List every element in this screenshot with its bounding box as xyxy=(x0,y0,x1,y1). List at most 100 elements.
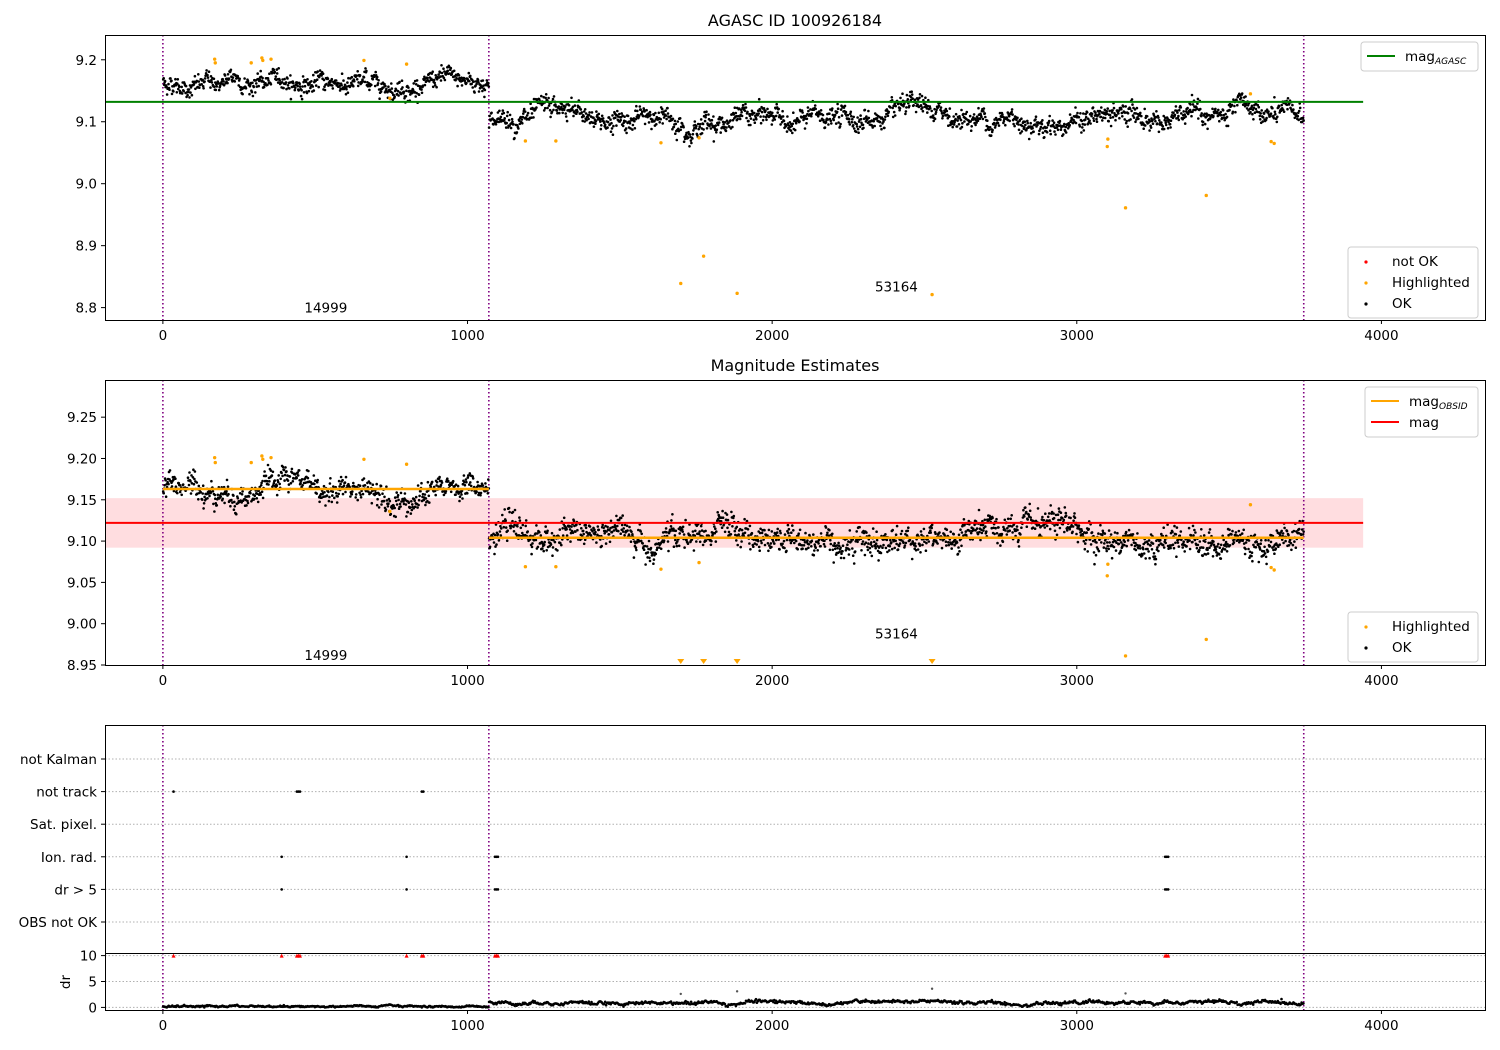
ok-point xyxy=(294,473,297,476)
ok-point xyxy=(1087,527,1090,531)
ok-point xyxy=(720,116,724,120)
ok-point xyxy=(939,106,943,109)
ok-point xyxy=(1151,122,1155,125)
ok-point xyxy=(890,96,894,99)
ok-point xyxy=(203,77,207,80)
ok-point xyxy=(1286,107,1289,111)
ok-point xyxy=(1265,562,1268,566)
ok-point xyxy=(1135,106,1139,110)
ok-point xyxy=(697,127,700,131)
ok-point xyxy=(1206,552,1210,555)
ok-point xyxy=(1212,540,1215,543)
ok-point xyxy=(839,122,842,126)
ok-point xyxy=(1205,112,1208,115)
ok-point xyxy=(852,127,856,130)
ok-point xyxy=(788,121,792,124)
ok-point xyxy=(403,492,407,495)
ok-point xyxy=(952,115,955,118)
ok-point xyxy=(1004,123,1007,127)
ok-point xyxy=(921,106,924,109)
ok-point xyxy=(644,563,647,566)
ok-point xyxy=(801,547,804,550)
ok-point xyxy=(839,546,842,549)
ok-point xyxy=(1084,542,1087,545)
ok-point xyxy=(621,514,624,517)
ok-point xyxy=(720,526,724,529)
ok-point xyxy=(995,532,999,535)
ok-point xyxy=(856,127,860,131)
ok-point xyxy=(414,495,418,499)
ok-point xyxy=(633,119,636,123)
ok-point xyxy=(1216,110,1219,114)
ok-point xyxy=(1108,541,1111,544)
ok-point xyxy=(529,102,532,105)
ok-point xyxy=(511,510,515,514)
ok-point xyxy=(249,491,252,495)
ok-point xyxy=(197,484,201,488)
ok-point xyxy=(1041,515,1044,519)
ok-point xyxy=(694,126,698,130)
ok-point xyxy=(608,540,612,544)
ok-point xyxy=(1157,130,1161,134)
ok-point xyxy=(827,123,830,126)
ok-point xyxy=(1012,122,1015,126)
ok-point xyxy=(1117,112,1120,115)
obsid-label: 53164 xyxy=(875,627,918,643)
ok-point xyxy=(887,110,891,114)
ok-point xyxy=(836,546,839,550)
ok-point xyxy=(507,506,511,510)
ok-point xyxy=(806,106,810,109)
out-of-range-marker xyxy=(928,659,936,664)
ok-point xyxy=(983,518,987,522)
ok-point xyxy=(256,72,260,75)
ok-point xyxy=(810,545,813,548)
ok-point xyxy=(443,78,447,82)
ok-point xyxy=(236,496,240,500)
ok-point xyxy=(334,491,338,495)
ok-point xyxy=(1266,550,1270,553)
ok-point xyxy=(755,543,758,546)
ok-point xyxy=(695,540,698,543)
ok-point xyxy=(266,463,270,467)
ok-point xyxy=(1155,110,1158,113)
ok-point xyxy=(1110,556,1114,560)
ok-point xyxy=(802,544,806,547)
ok-point xyxy=(1258,114,1262,118)
ok-point xyxy=(1257,542,1260,546)
ok-point xyxy=(654,552,658,556)
ok-point xyxy=(511,120,514,124)
ok-point xyxy=(797,532,800,535)
ok-point xyxy=(600,544,603,548)
ok-point xyxy=(651,551,655,554)
ok-point xyxy=(1148,556,1151,560)
ok-point xyxy=(331,490,335,494)
ok-point xyxy=(382,86,385,89)
ok-point xyxy=(957,546,960,549)
ok-point xyxy=(861,540,865,543)
ok-point xyxy=(189,479,192,483)
ok-point xyxy=(1109,533,1113,536)
ok-point xyxy=(919,104,923,107)
ok-point xyxy=(195,481,199,484)
ok-point xyxy=(460,493,463,496)
ok-point xyxy=(1257,105,1261,109)
ok-point xyxy=(943,110,947,114)
ok-point xyxy=(980,531,984,535)
ok-point xyxy=(936,542,939,545)
ok-point xyxy=(1255,540,1259,544)
ok-point xyxy=(622,527,625,530)
ok-point xyxy=(440,481,444,484)
ok-point xyxy=(1237,529,1241,533)
ok-point xyxy=(975,527,979,530)
ok-point xyxy=(1102,546,1106,549)
ok-point xyxy=(1042,518,1046,522)
ok-point xyxy=(424,497,428,500)
ok-point xyxy=(680,122,684,125)
ok-point xyxy=(1302,119,1305,122)
flag-point xyxy=(405,855,408,859)
ok-point xyxy=(895,524,899,528)
ok-point xyxy=(167,82,170,86)
ok-point xyxy=(677,544,681,548)
ok-point xyxy=(595,110,598,113)
ok-point xyxy=(1041,131,1045,134)
